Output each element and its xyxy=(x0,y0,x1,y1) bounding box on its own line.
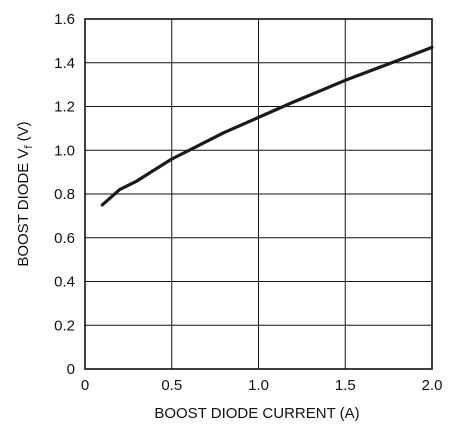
x-axis-label: BOOST DIODE CURRENT (A) xyxy=(154,405,359,422)
y-tick-label: 1.4 xyxy=(54,55,75,72)
x-tick-label: 1.0 xyxy=(248,377,269,394)
y-axis-label: BOOST DIODE Vf (V) xyxy=(15,121,35,266)
y-tick-label: 0 xyxy=(67,361,75,378)
y-tick-label: 0.6 xyxy=(54,230,75,247)
x-axis-ticks: 0 0.5 1.0 1.5 2.0 xyxy=(81,377,443,394)
y-axis-label-main: BOOST DIODE V xyxy=(15,149,32,267)
y-tick-label: 1.0 xyxy=(54,142,75,159)
series-line xyxy=(100,45,434,207)
y-tick-label: 0.8 xyxy=(54,186,75,203)
y-tick-label: 1.2 xyxy=(54,99,75,116)
y-tick-label: 0.2 xyxy=(54,317,75,334)
plot-frame xyxy=(84,18,433,370)
y-tick-label: 1.6 xyxy=(54,11,75,28)
y-tick-label: 0.4 xyxy=(54,274,75,291)
x-tick-label: 1.5 xyxy=(335,377,356,394)
grid xyxy=(84,18,433,370)
x-tick-label: 0 xyxy=(81,377,89,394)
y-axis-label-subscript: f xyxy=(23,145,35,149)
x-tick-label: 0.5 xyxy=(161,377,182,394)
x-tick-label: 2.0 xyxy=(422,377,443,394)
y-axis-ticks: 0 0.2 0.4 0.6 0.8 1.0 1.2 1.4 1.6 xyxy=(54,11,75,378)
y-axis-label-unit: (V) xyxy=(15,121,32,145)
